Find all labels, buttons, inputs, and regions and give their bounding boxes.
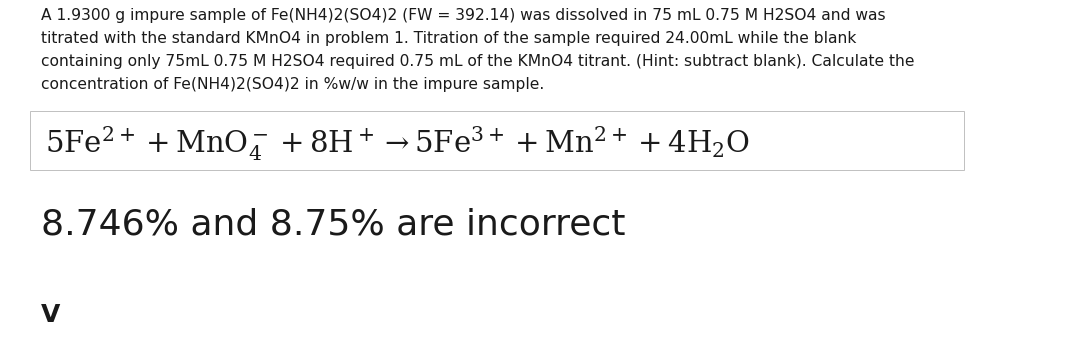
Text: $5\mathrm{Fe}^{2+} + \mathrm{MnO}_4^- + 8\mathrm{H}^+ \rightarrow 5\mathrm{Fe}^{: $5\mathrm{Fe}^{2+} + \mathrm{MnO}_4^- + …: [45, 124, 751, 162]
FancyBboxPatch shape: [30, 111, 964, 170]
Text: 8.746% and 8.75% are incorrect: 8.746% and 8.75% are incorrect: [41, 207, 625, 241]
Text: V: V: [41, 303, 60, 327]
Text: titrated with the standard KMnO4 in problem 1. Titration of the sample required : titrated with the standard KMnO4 in prob…: [41, 31, 856, 47]
Text: containing only 75mL 0.75 M H2SO4 required 0.75 mL of the KMnO4 titrant. (Hint: : containing only 75mL 0.75 M H2SO4 requir…: [41, 54, 915, 69]
Text: A 1.9300 g impure sample of Fe(NH4)2(SO4)2 (FW = 392.14) was dissolved in 75 mL : A 1.9300 g impure sample of Fe(NH4)2(SO4…: [41, 8, 886, 24]
Text: concentration of Fe(NH4)2(SO4)2 in %w/w in the impure sample.: concentration of Fe(NH4)2(SO4)2 in %w/w …: [41, 77, 544, 92]
